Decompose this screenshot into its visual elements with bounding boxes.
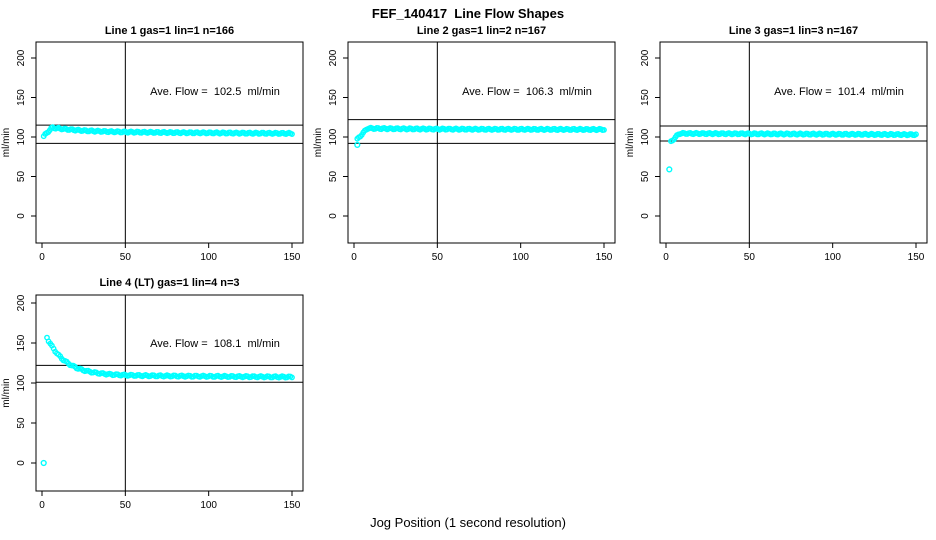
y-axis: 0 50 100 150 200 bbox=[640, 49, 660, 219]
x-tick-label: 0 bbox=[351, 252, 357, 263]
x-tick-label: 50 bbox=[432, 252, 444, 263]
y-tick-label: 50 bbox=[16, 171, 27, 183]
x-tick-label: 100 bbox=[824, 252, 841, 263]
y-axis: 0 50 100 150 200 bbox=[328, 49, 348, 219]
ave-flow-label: Ave. Flow = 102.5 ml/min bbox=[150, 86, 280, 98]
panel-title: Line 4 (LT) gas=1 lin=4 n=3 bbox=[99, 277, 240, 289]
y-tick-label: 50 bbox=[640, 171, 651, 183]
data-points bbox=[666, 129, 919, 173]
x-tick-label: 100 bbox=[512, 252, 529, 263]
panel-title: Line 1 gas=1 lin=1 n=166 bbox=[104, 25, 235, 37]
y-axis-title: ml/min bbox=[313, 128, 324, 157]
x-tick-label: 0 bbox=[39, 252, 45, 263]
data-point bbox=[913, 131, 919, 138]
data-points bbox=[40, 124, 295, 140]
panel-title: Line 3 gas=1 lin=3 n=167 bbox=[728, 25, 859, 37]
panel-line-1: Line 1 gas=1 lin=1 n=166 Ave. Flow = 102… bbox=[0, 20, 312, 272]
y-tick-label: 100 bbox=[328, 128, 339, 145]
y-tick-label: 0 bbox=[16, 213, 27, 219]
y-axis-title: ml/min bbox=[1, 378, 12, 407]
plot-box bbox=[35, 41, 304, 244]
y-axis: 0 50 100 150 200 bbox=[16, 294, 36, 466]
y-tick-label: 50 bbox=[328, 171, 339, 183]
x-tick-label: 50 bbox=[744, 252, 756, 263]
data-points bbox=[40, 334, 295, 467]
outlier-point bbox=[40, 459, 47, 467]
y-tick-label: 0 bbox=[640, 213, 651, 219]
y-axis: 0 50 100 150 200 bbox=[16, 49, 36, 219]
plot-box bbox=[659, 41, 928, 244]
y-tick-label: 0 bbox=[328, 213, 339, 219]
reference-lines bbox=[348, 119, 615, 144]
ave-flow-label: Ave. Flow = 101.4 ml/min bbox=[774, 86, 904, 98]
x-tick-label: 150 bbox=[284, 500, 301, 511]
y-tick-label: 200 bbox=[328, 49, 339, 66]
panel-line-4: Line 4 (LT) gas=1 lin=4 n=3 Ave. Flow = … bbox=[0, 272, 312, 522]
x-tick-label: 100 bbox=[200, 500, 217, 511]
plot-box bbox=[347, 41, 616, 244]
panel-title: Line 2 gas=1 lin=2 n=167 bbox=[416, 25, 547, 37]
ave-flow-label: Ave. Flow = 108.1 ml/min bbox=[150, 338, 280, 350]
panel-line-2: Line 2 gas=1 lin=2 n=167 Ave. Flow = 106… bbox=[312, 20, 624, 272]
x-axis-label: Jog Position (1 second resolution) bbox=[370, 515, 566, 530]
plot-box bbox=[35, 294, 304, 492]
y-tick-label: 200 bbox=[640, 49, 651, 66]
y-axis-title: ml/min bbox=[1, 128, 12, 157]
panel-plot: 0 50 100 150 0 50 100 150 200 ml/min bbox=[625, 41, 928, 263]
outlier-point bbox=[666, 166, 673, 173]
figure-title: FEF_140417 Line Flow Shapes bbox=[371, 6, 565, 21]
y-tick-label: 150 bbox=[328, 89, 339, 106]
x-axis: 0 50 100 150 bbox=[663, 243, 925, 263]
x-tick-label: 50 bbox=[120, 252, 132, 263]
y-tick-label: 150 bbox=[16, 89, 27, 106]
reference-lines bbox=[36, 124, 303, 144]
y-tick-label: 50 bbox=[16, 417, 27, 429]
x-tick-label: 150 bbox=[596, 252, 613, 263]
x-tick-label: 0 bbox=[663, 252, 669, 263]
reference-lines bbox=[660, 125, 927, 142]
outlier-point bbox=[354, 141, 361, 149]
reference-lines bbox=[36, 364, 303, 383]
data-point bbox=[289, 374, 295, 381]
y-tick-label: 100 bbox=[640, 128, 651, 145]
y-tick-label: 100 bbox=[16, 374, 27, 391]
y-tick-label: 200 bbox=[16, 294, 27, 311]
y-tick-label: 150 bbox=[640, 89, 651, 106]
x-tick-label: 100 bbox=[200, 252, 217, 263]
data-point bbox=[289, 131, 295, 138]
panel-plot: 0 50 100 150 0 50 100 150 200 ml/min bbox=[1, 294, 304, 511]
x-tick-label: 150 bbox=[908, 252, 925, 263]
data-points bbox=[354, 124, 607, 149]
x-axis: 0 50 100 150 bbox=[39, 491, 301, 511]
y-axis-title: ml/min bbox=[625, 128, 636, 157]
panel-plot: 0 50 100 150 0 50 100 150 200 ml/min bbox=[1, 41, 304, 263]
x-tick-label: 0 bbox=[39, 500, 45, 511]
y-tick-label: 150 bbox=[16, 334, 27, 351]
y-tick-label: 200 bbox=[16, 49, 27, 66]
x-tick-label: 50 bbox=[120, 500, 132, 511]
y-tick-label: 0 bbox=[16, 460, 27, 466]
x-axis: 0 50 100 150 bbox=[351, 243, 613, 263]
ave-flow-label: Ave. Flow = 106.3 ml/min bbox=[462, 86, 592, 98]
y-tick-label: 100 bbox=[16, 128, 27, 145]
x-tick-label: 150 bbox=[284, 252, 301, 263]
panel-line-3: Line 3 gas=1 lin=3 n=167 Ave. Flow = 101… bbox=[624, 20, 936, 272]
panel-plot: 0 50 100 150 0 50 100 150 200 ml/min bbox=[313, 41, 616, 263]
x-axis: 0 50 100 150 bbox=[39, 243, 301, 263]
data-point bbox=[601, 127, 607, 133]
